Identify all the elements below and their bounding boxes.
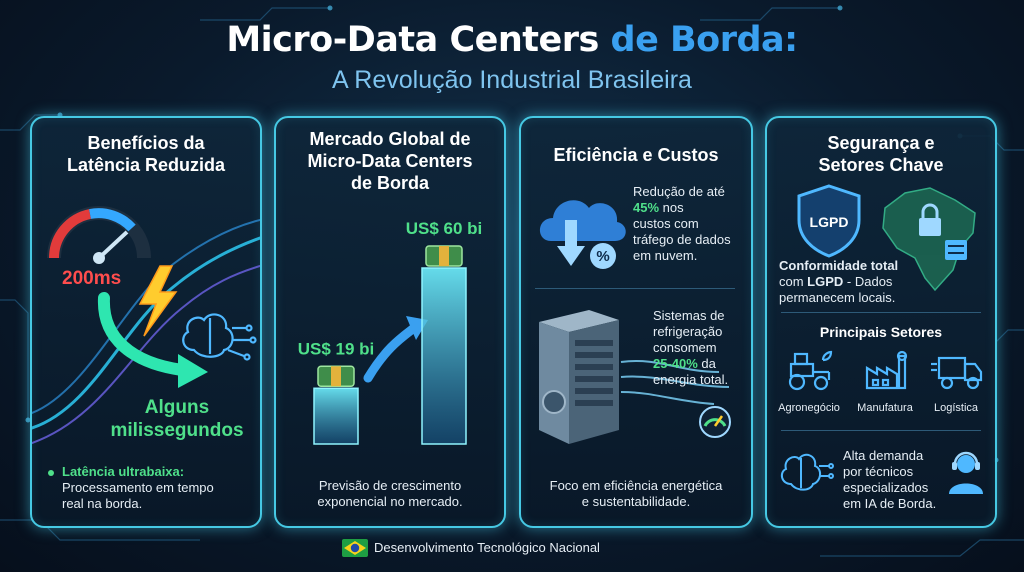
market-bar-chart: US$ 19 bi 2026 US$ 60 bi 2033 [298, 219, 483, 458]
growth-arrow [363, 323, 419, 383]
title-main: Micro-Data Centers [226, 20, 611, 60]
bar-year-label-2033: 2033 [428, 455, 459, 458]
bar-2026 [313, 387, 359, 445]
factory-icon [865, 350, 908, 390]
cool-line4-rest: da [697, 356, 716, 371]
cool-line2: refrigeração [653, 324, 723, 339]
sectors-title: Principais Setores [819, 324, 943, 340]
lightning-icon [138, 265, 178, 337]
demand-text: Alta demanda por técnicos especializados… [843, 448, 943, 512]
gauge-icon [699, 406, 731, 438]
market-caption: Previsão de crescimento exponencial no m… [276, 478, 504, 510]
panel-security-title-line2: Setores Chave [818, 155, 944, 175]
panel-market-title-line1: Mercado Global de [309, 129, 471, 149]
latency-bullet-line1: Processamento em tempo [62, 480, 214, 495]
panel-market-title: Mercado Global de Micro-Data Centers de … [276, 128, 504, 194]
divider [781, 430, 981, 431]
cloud-line1: Redução de até [633, 184, 725, 199]
bar-value-label-2033: US$ 60 bi [406, 219, 483, 238]
bar-value-label-2026: US$ 19 bi [298, 339, 375, 358]
panel-security: Segurança e Setores Chave LGPD Conformid… [765, 116, 997, 528]
panel-efficiency: Eficiência e Custos % Redução de até 45%… [519, 116, 753, 528]
bar-2033 [421, 267, 467, 445]
shield-label: LGPD [810, 214, 849, 230]
shield-icon: LGPD [797, 184, 861, 258]
latency-after-line1: Alguns [144, 397, 210, 418]
panel-security-title: Segurança e Setores Chave [767, 132, 995, 176]
server-rack-icon [539, 310, 731, 444]
percent-symbol: % [596, 248, 609, 265]
cool-line3: consomem [653, 340, 717, 355]
panel-latency: Benefícios da Latência Reduzida [30, 116, 262, 528]
efficiency-caption-line2: e sustentabilidade. [581, 494, 691, 509]
demand-line4: em IA de Borda. [843, 496, 937, 511]
lgpd-line2-prefix: com [779, 274, 808, 289]
ai-brain-icon [780, 453, 834, 491]
lgpd-line3: permanecem locais. [779, 290, 896, 305]
panel-security-title-line1: Segurança e [827, 133, 935, 153]
cloud-savings-text: Redução de até 45% nos custos com tráfeg… [633, 184, 743, 264]
lgpd-bold: Conformidade total [779, 258, 899, 273]
sector-label-manufatura: Manufatura [857, 402, 913, 414]
cloud-line4: tráfego de dados [633, 232, 731, 247]
money-band [439, 246, 449, 266]
lgpd-line2-rest: - Dados [843, 274, 893, 289]
market-caption-line1: Previsão de crescimento [318, 478, 462, 493]
latency-illustration [32, 206, 260, 444]
tractor-icon [788, 350, 833, 391]
title-accent: de Borda: [610, 20, 799, 60]
latency-after-value: Alguns milissegundos [102, 396, 252, 442]
lgpd-line2-bold: LGPD [807, 274, 844, 289]
cloud-line2-rest: nos [659, 200, 684, 215]
divider [535, 288, 735, 289]
panel-latency-title-line1: Benefícios da [87, 133, 205, 153]
demand-line1: Alta demanda [843, 448, 924, 463]
latency-bullet-dot [48, 470, 54, 476]
panel-latency-title-line2: Latência Reduzida [66, 155, 226, 175]
panel-market: Mercado Global de Micro-Data Centers de … [274, 116, 506, 528]
sector-label-logistica: Logística [933, 402, 979, 414]
latency-after-line2: milissegundos [110, 420, 244, 441]
page-subtitle: A Revolução Industrial Brasileira [332, 66, 692, 94]
divider [781, 312, 981, 313]
panel-latency-title: Benefícios da Latência Reduzida [32, 132, 260, 176]
latency-bullet-title: Latência ultrabaixa: [62, 464, 185, 479]
demand-line2: por técnicos [843, 464, 914, 479]
cloud-line3: custos com [633, 216, 699, 231]
truck-icon [931, 356, 983, 390]
demand-line3: especializados [843, 480, 929, 495]
footer-text: Desenvolvimento Tecnológico Nacional [374, 540, 600, 555]
efficiency-caption: Foco em eficiência energética e sustenta… [521, 478, 751, 510]
money-band [331, 366, 341, 387]
latency-bullet-line2: real na borda. [62, 496, 143, 511]
brazil-flag-icon [342, 539, 368, 557]
cloud-download-icon: % [539, 200, 626, 269]
cool-pct: 25-40% [653, 356, 698, 371]
sector-label-agro: Agronegócio [778, 402, 840, 414]
lgpd-text: Conformidade total com LGPD - Dados perm… [779, 258, 919, 306]
cool-line5: energia total. [653, 372, 729, 387]
latency-before-value: 200ms [62, 268, 122, 289]
speedometer-icon [47, 206, 151, 264]
market-caption-line2: exponencial no mercado. [317, 494, 463, 509]
ai-brain-icon [182, 313, 257, 361]
page-title: Micro-Data Centers de Borda: [0, 20, 1024, 60]
cooling-text: Sistemas de refrigeração consomem 25-40%… [653, 308, 748, 388]
panel-market-title-line3: de Borda [350, 173, 429, 193]
cloud-pct: 45% [633, 200, 660, 215]
latency-bullet: Latência ultrabaixa: Processamento em te… [62, 464, 252, 512]
panel-efficiency-title: Eficiência e Custos [553, 145, 719, 165]
efficiency-caption-line1: Foco em eficiência energética [549, 478, 723, 493]
cloud-line5: em nuvem. [633, 248, 698, 263]
brazil-map-icon [882, 187, 976, 292]
support-agent-icon [949, 451, 983, 494]
cool-line1: Sistemas de [653, 308, 725, 323]
bar-year-label-2026: 2026 [320, 455, 351, 458]
panel-market-title-line2: Micro-Data Centers [307, 151, 473, 171]
